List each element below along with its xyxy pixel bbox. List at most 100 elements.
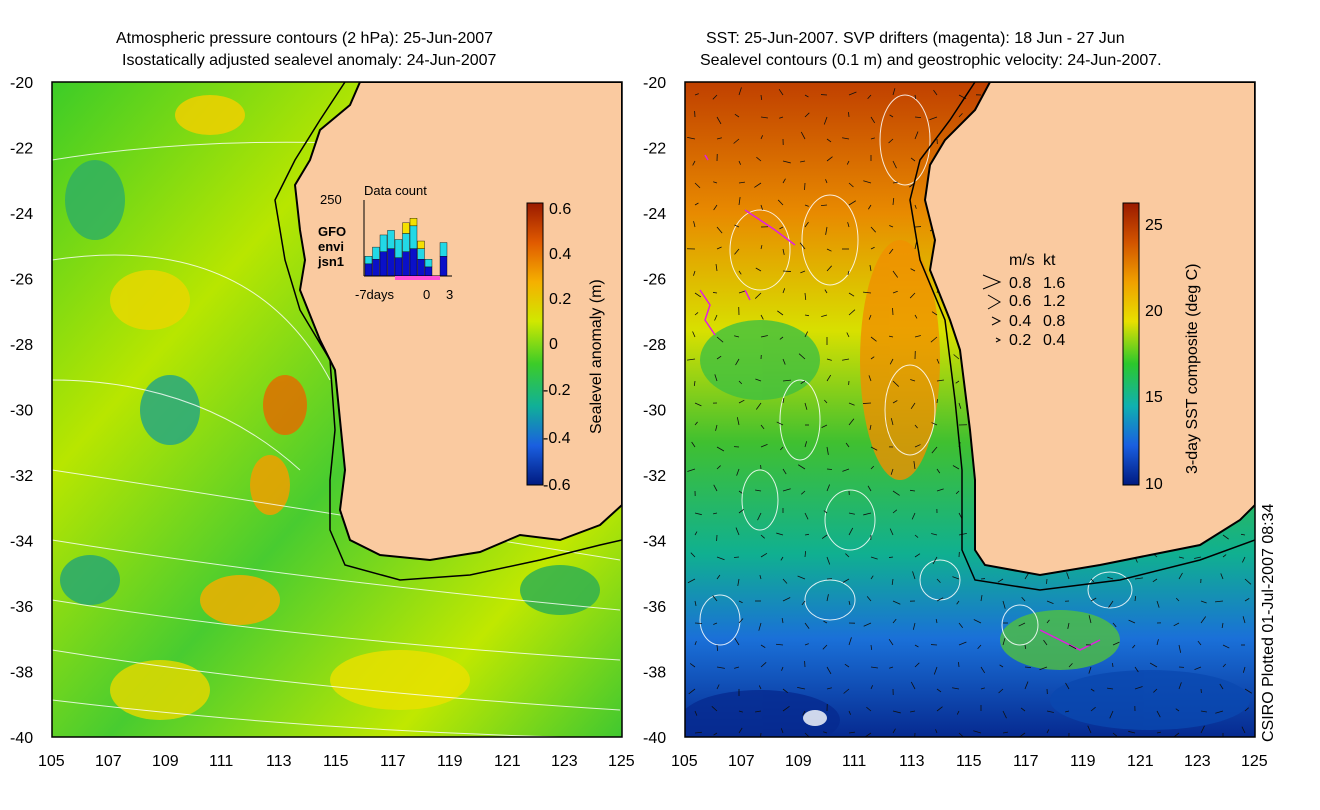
velocity-arrow bbox=[738, 181, 745, 184]
velocity-arrow bbox=[910, 402, 916, 410]
velocity-arrow bbox=[912, 622, 916, 630]
velocity-arrow bbox=[892, 160, 897, 169]
velocity-arrow bbox=[935, 729, 938, 734]
velocity-arrow bbox=[735, 358, 740, 366]
velocity-arrow bbox=[892, 181, 898, 184]
velocity-arrow bbox=[868, 204, 872, 210]
velocity-arrow bbox=[780, 556, 784, 561]
velocity-arrow bbox=[736, 417, 740, 426]
left-lat-axis: -20 -22 -24 -26 -28 -30 -32 -34 -36 -38 -40 bbox=[10, 75, 33, 747]
velocity-arrow bbox=[823, 731, 828, 734]
velocity-arrow bbox=[800, 380, 806, 384]
velocity-arrow bbox=[910, 681, 916, 690]
inset-bar-envi bbox=[417, 248, 425, 260]
velocity-arrow bbox=[1067, 622, 1070, 629]
velocity-arrow bbox=[713, 484, 718, 492]
inset-xlabel-start: -7days bbox=[355, 287, 395, 302]
velocity-arrow bbox=[733, 138, 740, 144]
velocity-arrow bbox=[804, 643, 809, 646]
inset-bar-jsn1 bbox=[387, 248, 395, 277]
velocity-arrow bbox=[1194, 666, 1202, 670]
vel-row: 0.4 bbox=[1043, 332, 1065, 349]
velocity-arrow bbox=[914, 335, 921, 338]
velocity-arrow bbox=[870, 226, 876, 233]
velocity-arrow bbox=[909, 489, 916, 492]
lon-label: 121 bbox=[1127, 753, 1154, 770]
velocity-arrow bbox=[781, 618, 784, 624]
sealevel-contours bbox=[699, 94, 1133, 646]
credit-line: CSIRO Plotted 01-Jul-2007 08:34 bbox=[1260, 503, 1277, 742]
inset-bar-envi bbox=[402, 233, 410, 252]
velocity-arrow bbox=[755, 710, 762, 713]
velocity-arrow bbox=[694, 182, 701, 189]
velocity-arrow bbox=[958, 113, 963, 118]
velocity-arrow bbox=[1134, 577, 1143, 580]
velocity-arrow bbox=[1088, 666, 1092, 674]
lon-label: 123 bbox=[1184, 753, 1211, 770]
right-colorbar-label: 3-day SST composite (deg C) bbox=[1184, 263, 1201, 474]
velocity-arrow bbox=[848, 512, 855, 515]
velocity-arrow bbox=[1156, 600, 1160, 608]
velocity-arrow bbox=[848, 200, 856, 206]
velocity-arrow bbox=[804, 314, 810, 317]
velocity-arrow bbox=[910, 710, 916, 713]
velocity-arrow bbox=[870, 556, 878, 560]
velocity-arrow bbox=[779, 226, 784, 230]
velocity-arrow bbox=[804, 550, 807, 558]
velocity-arrow bbox=[821, 314, 828, 318]
velocity-arrow bbox=[694, 731, 703, 734]
rcb-tick: 15 bbox=[1145, 389, 1163, 406]
velocity-arrow bbox=[826, 265, 832, 272]
velocity-arrow bbox=[892, 618, 897, 624]
velocity-arrow bbox=[716, 137, 722, 140]
velocity-arrow bbox=[714, 314, 718, 321]
velocity-arrow bbox=[826, 468, 833, 470]
velocity-arrow bbox=[826, 484, 830, 492]
velocity-arrow bbox=[781, 666, 784, 671]
lcb-tick: 0 bbox=[549, 336, 558, 353]
inset-bar-jsn1 bbox=[372, 259, 380, 277]
velocity-arrow bbox=[692, 160, 696, 166]
velocity-arrow bbox=[823, 116, 828, 125]
australia-landmass bbox=[293, 82, 622, 562]
velocity-arrow bbox=[738, 618, 744, 624]
velocity-arrow bbox=[847, 270, 850, 275]
velocity-arrow bbox=[999, 664, 1004, 668]
velocity-arrow bbox=[955, 490, 960, 495]
velocity-arrow bbox=[755, 489, 762, 492]
velocity-arrow bbox=[997, 578, 1004, 583]
velocity-arrow bbox=[738, 290, 745, 294]
velocity-arrow bbox=[910, 268, 916, 272]
lat-label: -34 bbox=[643, 534, 666, 551]
velocity-arrow bbox=[863, 291, 872, 294]
velocity-arrow bbox=[820, 204, 828, 207]
velocity-arrow bbox=[780, 728, 784, 734]
lon-label: 117 bbox=[1013, 753, 1039, 770]
velocity-arrow bbox=[688, 688, 696, 695]
velocity-arrow bbox=[694, 312, 699, 316]
velocity-arrow bbox=[892, 490, 900, 496]
lon-label: 119 bbox=[437, 753, 463, 770]
velocity-arrow bbox=[958, 661, 960, 668]
velocity-arrow bbox=[1090, 597, 1097, 602]
velocity-arrow bbox=[801, 490, 806, 495]
velocity-arrow bbox=[716, 644, 719, 652]
velocity-arrow bbox=[713, 732, 718, 736]
velocity-arrow bbox=[952, 687, 960, 690]
velocity-arrow bbox=[1128, 619, 1136, 624]
velocity-arrow bbox=[931, 422, 938, 426]
velocity-arrow bbox=[760, 116, 768, 119]
velocity-arrow bbox=[870, 575, 874, 580]
velocity-arrow bbox=[715, 264, 718, 272]
velocity-arrow bbox=[869, 265, 872, 272]
velocity-arrow bbox=[1178, 556, 1184, 559]
velocity-arrow bbox=[867, 485, 872, 492]
velocity-arrow bbox=[735, 527, 740, 536]
velocity-arrow bbox=[800, 131, 806, 140]
velocity-arrow bbox=[776, 421, 784, 426]
velocity-arrow bbox=[952, 465, 960, 470]
velocity-arrow bbox=[846, 160, 850, 165]
velocity-arrow bbox=[804, 112, 810, 118]
velocity-arrow bbox=[716, 355, 722, 360]
